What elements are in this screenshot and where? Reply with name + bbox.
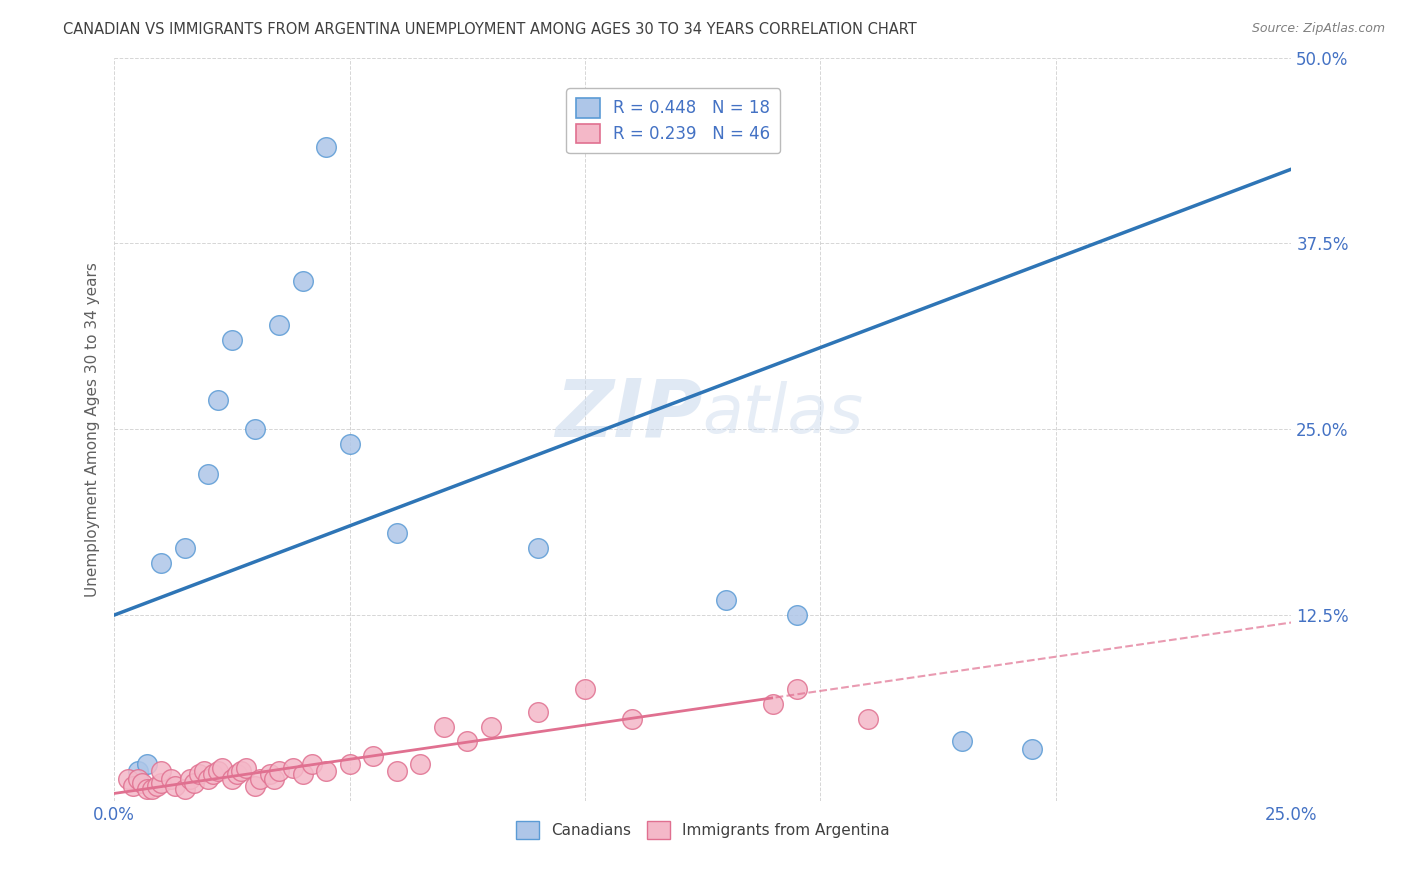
Point <box>301 756 323 771</box>
Point <box>165 779 187 793</box>
Point <box>339 437 361 451</box>
Point <box>197 467 219 481</box>
Point <box>385 764 408 779</box>
Point <box>361 749 384 764</box>
Point <box>136 782 159 797</box>
Point <box>263 772 285 786</box>
Y-axis label: Unemployment Among Ages 30 to 34 years: Unemployment Among Ages 30 to 34 years <box>86 262 100 597</box>
Point <box>150 556 173 570</box>
Point <box>193 764 215 779</box>
Point <box>950 734 973 748</box>
Point <box>267 764 290 779</box>
Point <box>281 761 304 775</box>
Point <box>249 772 271 786</box>
Point <box>145 779 167 793</box>
Text: ZIP: ZIP <box>555 376 703 453</box>
Point <box>291 767 314 781</box>
Point <box>221 772 243 786</box>
Point <box>409 756 432 771</box>
Point <box>291 274 314 288</box>
Point <box>786 682 808 697</box>
Point <box>173 782 195 797</box>
Point <box>183 776 205 790</box>
Point <box>267 318 290 333</box>
Text: atlas: atlas <box>703 382 863 448</box>
Text: CANADIAN VS IMMIGRANTS FROM ARGENTINA UNEMPLOYMENT AMONG AGES 30 TO 34 YEARS COR: CANADIAN VS IMMIGRANTS FROM ARGENTINA UN… <box>63 22 917 37</box>
Point <box>225 767 247 781</box>
Point <box>259 767 281 781</box>
Point <box>211 761 233 775</box>
Point <box>150 776 173 790</box>
Point <box>202 767 225 781</box>
Point <box>574 682 596 697</box>
Legend: Canadians, Immigrants from Argentina: Canadians, Immigrants from Argentina <box>510 814 896 846</box>
Point <box>150 764 173 779</box>
Point <box>197 772 219 786</box>
Point <box>127 772 149 786</box>
Point <box>207 764 229 779</box>
Point <box>786 608 808 623</box>
Point <box>1021 742 1043 756</box>
Point <box>339 756 361 771</box>
Point <box>762 698 785 712</box>
Point <box>315 764 337 779</box>
Point <box>456 734 478 748</box>
Point <box>117 772 139 786</box>
Point <box>385 526 408 541</box>
Point <box>245 779 267 793</box>
Point <box>122 779 145 793</box>
Point <box>716 593 738 607</box>
Point <box>207 392 229 407</box>
Point <box>231 764 253 779</box>
Point <box>433 720 456 734</box>
Point <box>621 712 644 726</box>
Point <box>136 756 159 771</box>
Point <box>527 541 550 556</box>
Point <box>159 772 181 786</box>
Point <box>479 720 502 734</box>
Text: Source: ZipAtlas.com: Source: ZipAtlas.com <box>1251 22 1385 36</box>
Point <box>315 140 337 154</box>
Point <box>235 761 257 775</box>
Point <box>173 541 195 556</box>
Point <box>179 772 201 786</box>
Point <box>131 776 153 790</box>
Point <box>187 767 209 781</box>
Point <box>127 764 149 779</box>
Point <box>856 712 879 726</box>
Point <box>221 333 243 347</box>
Point <box>245 422 267 436</box>
Point <box>141 782 163 797</box>
Point <box>527 705 550 719</box>
